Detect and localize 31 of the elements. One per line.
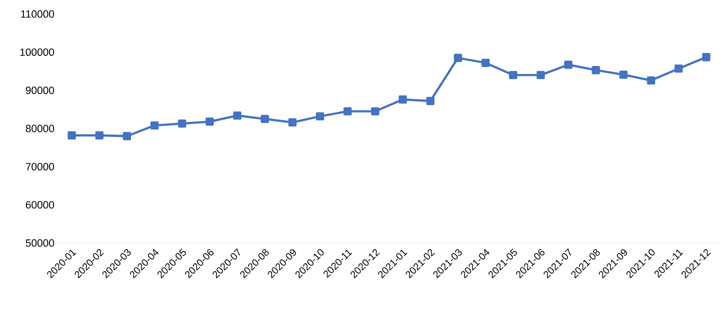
point xyxy=(316,112,324,120)
point xyxy=(646,76,656,84)
y-tick-label: 60000 xyxy=(26,201,54,209)
point xyxy=(702,53,710,62)
point xyxy=(95,131,104,140)
point xyxy=(564,60,572,69)
y-tick-label: 90000 xyxy=(26,86,54,94)
point xyxy=(371,107,380,116)
point xyxy=(178,119,186,128)
point xyxy=(619,70,628,79)
point xyxy=(454,54,462,62)
y-tick-label: 70000 xyxy=(26,162,54,170)
point xyxy=(674,64,683,73)
point xyxy=(426,96,434,106)
point xyxy=(233,111,242,120)
y-tick-label: 110000 xyxy=(21,10,54,18)
point xyxy=(536,70,545,80)
y-tick-label: 100000 xyxy=(20,48,54,56)
y-tick-label: 80000 xyxy=(26,124,54,132)
point xyxy=(592,66,600,74)
point xyxy=(206,118,214,126)
point xyxy=(122,132,132,140)
point xyxy=(509,70,518,80)
point xyxy=(150,121,159,130)
point xyxy=(398,95,407,104)
point xyxy=(260,114,269,124)
point xyxy=(68,131,76,140)
point xyxy=(288,118,297,126)
point xyxy=(481,58,490,67)
y-tick-label: 50000 xyxy=(26,239,54,247)
point xyxy=(344,107,352,116)
